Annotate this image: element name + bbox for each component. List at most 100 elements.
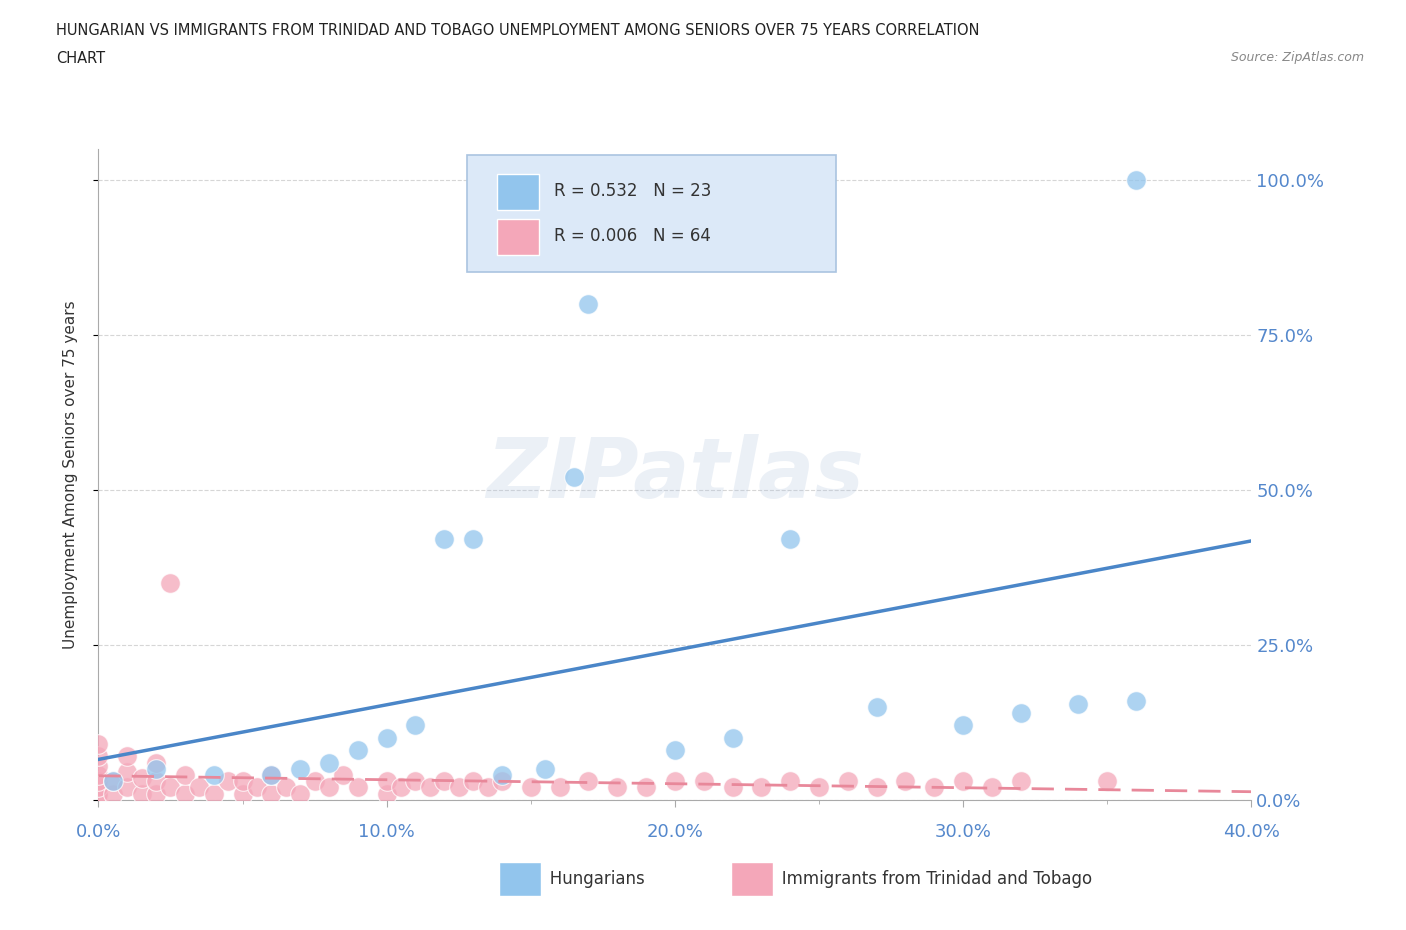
Point (491, 774, 513, 789)
Point (131, 771, 153, 786)
Point (779, 532, 801, 547)
Point (202, 786, 225, 801)
Point (606, 780, 628, 795)
Point (159, 780, 181, 795)
Point (1067, 697, 1090, 711)
Point (231, 786, 254, 801)
FancyBboxPatch shape (467, 155, 837, 272)
Point (101, 774, 124, 789)
Point (87, 786, 110, 801)
Point (952, 718, 974, 733)
Y-axis label: Unemployment Among Seniors over 75 years: Unemployment Among Seniors over 75 years (63, 300, 77, 648)
Point (562, 470, 585, 485)
Point (664, 774, 686, 789)
Point (1125, 172, 1147, 187)
Point (290, 786, 312, 801)
Text: Hungarians: Hungarians (534, 870, 645, 888)
FancyBboxPatch shape (498, 219, 538, 255)
Point (461, 532, 484, 547)
Point (405, 718, 427, 733)
Point (779, 774, 801, 789)
Point (274, 780, 297, 795)
Point (260, 767, 283, 782)
Text: 0.0%: 0.0% (76, 823, 121, 841)
Point (145, 755, 167, 770)
Point (87, 737, 110, 751)
FancyBboxPatch shape (498, 174, 538, 210)
Point (461, 774, 484, 789)
Point (578, 774, 600, 789)
Point (174, 786, 197, 801)
Point (389, 780, 412, 795)
Point (87, 790, 110, 804)
Point (1125, 693, 1147, 708)
Point (433, 532, 456, 547)
Point (837, 774, 859, 789)
Point (87, 767, 110, 782)
Point (304, 774, 326, 789)
Point (346, 743, 368, 758)
Point (405, 774, 427, 789)
Point (318, 780, 340, 795)
Point (375, 730, 398, 745)
Point (664, 743, 686, 758)
Point (332, 767, 354, 782)
Point (447, 780, 470, 795)
Point (1010, 774, 1032, 789)
Point (636, 780, 658, 795)
Text: 40.0%: 40.0% (1223, 823, 1279, 841)
Point (217, 774, 239, 789)
Point (721, 730, 744, 745)
Point (534, 762, 557, 777)
Point (188, 780, 211, 795)
Point (87, 758, 110, 773)
Text: R = 0.532   N = 23: R = 0.532 N = 23 (554, 182, 711, 200)
Point (246, 780, 269, 795)
Point (419, 780, 441, 795)
Point (202, 767, 225, 782)
Point (117, 749, 139, 764)
Point (145, 774, 167, 789)
Text: CHART: CHART (56, 51, 105, 66)
Point (491, 767, 513, 782)
Point (101, 786, 124, 801)
Point (117, 764, 139, 779)
Point (578, 297, 600, 312)
Point (922, 780, 945, 795)
Text: R = 0.006   N = 64: R = 0.006 N = 64 (554, 227, 710, 245)
Point (807, 780, 830, 795)
Point (145, 786, 167, 801)
Point (981, 780, 1004, 795)
Point (260, 786, 283, 801)
Text: 30.0%: 30.0% (935, 823, 991, 841)
Text: 20.0%: 20.0% (647, 823, 703, 841)
Text: Immigrants from Trinidad and Tobago: Immigrants from Trinidad and Tobago (766, 870, 1092, 888)
Point (260, 767, 283, 782)
Point (1010, 706, 1032, 721)
Point (952, 774, 974, 789)
Point (87, 749, 110, 764)
Point (693, 774, 716, 789)
Point (866, 699, 889, 714)
Text: ZIPatlas: ZIPatlas (486, 433, 863, 515)
Point (375, 786, 398, 801)
Point (1097, 774, 1119, 789)
Point (318, 755, 340, 770)
Point (520, 780, 543, 795)
Point (375, 774, 398, 789)
Text: 10.0%: 10.0% (359, 823, 415, 841)
Point (87, 780, 110, 795)
Point (87, 774, 110, 789)
Point (721, 780, 744, 795)
Point (174, 767, 197, 782)
Point (433, 774, 456, 789)
Point (159, 576, 181, 591)
Text: HUNGARIAN VS IMMIGRANTS FROM TRINIDAD AND TOBAGO UNEMPLOYMENT AMONG SENIORS OVER: HUNGARIAN VS IMMIGRANTS FROM TRINIDAD AN… (56, 23, 980, 38)
Point (290, 762, 312, 777)
Point (894, 774, 917, 789)
Point (145, 762, 167, 777)
Point (477, 780, 499, 795)
Point (346, 780, 368, 795)
Point (866, 780, 889, 795)
Point (131, 786, 153, 801)
